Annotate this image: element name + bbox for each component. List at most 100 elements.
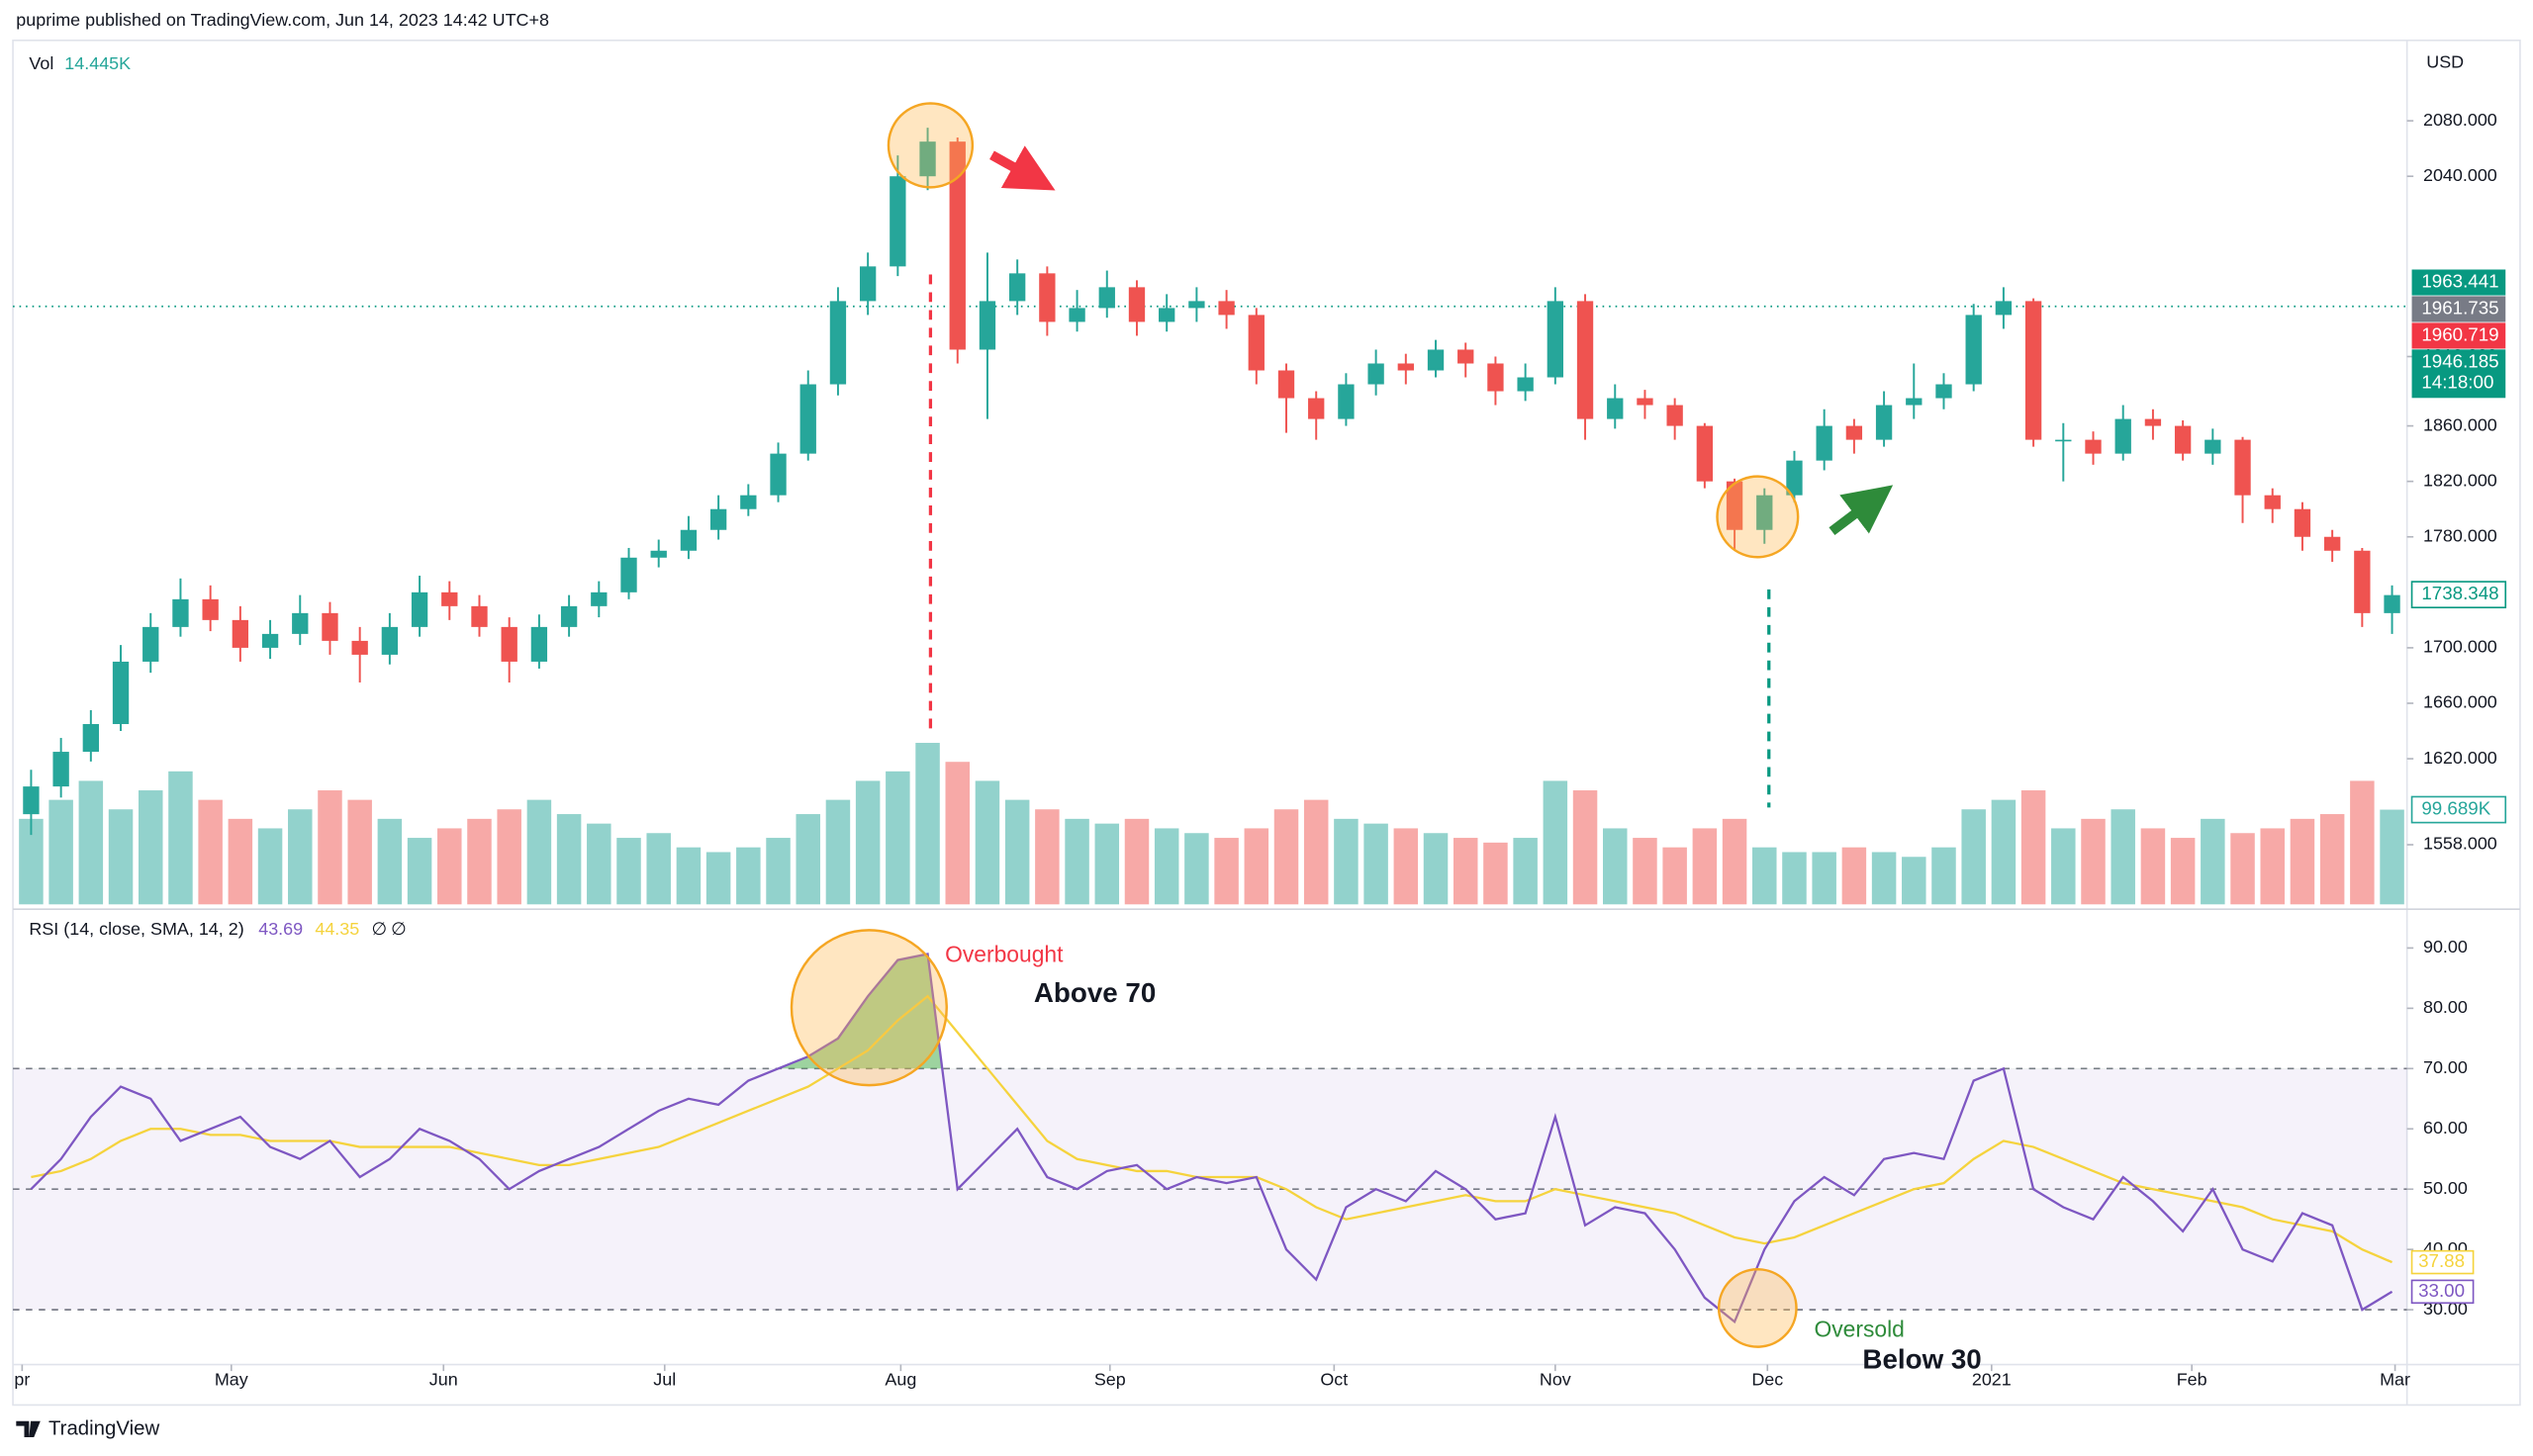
candle-body bbox=[1397, 363, 1414, 371]
candle-body bbox=[530, 626, 548, 662]
candle-body bbox=[501, 626, 517, 662]
x-tick-label: Dec bbox=[1751, 1370, 1783, 1390]
overbought-label: Overbought bbox=[945, 942, 1064, 967]
legend-value: 44.35 bbox=[315, 919, 359, 939]
price-tag-label: 1961.735 bbox=[2421, 297, 2498, 318]
y-tick-label: 1660.000 bbox=[2423, 692, 2497, 712]
volume-bar bbox=[1363, 823, 1388, 905]
volume-bar bbox=[1752, 847, 1777, 905]
y-tick-label: 1700.000 bbox=[2423, 637, 2497, 657]
volume-bar bbox=[78, 780, 104, 905]
volume-bar bbox=[825, 799, 851, 905]
x-tick-label: pr bbox=[14, 1370, 30, 1390]
candle-body bbox=[709, 508, 727, 530]
volume-bar bbox=[2201, 818, 2225, 905]
candle-body bbox=[322, 612, 338, 641]
candle-body bbox=[2024, 301, 2042, 440]
candle-body bbox=[411, 592, 428, 627]
volume-bar bbox=[437, 828, 462, 905]
volume-bar bbox=[1214, 838, 1239, 905]
volume-bar bbox=[975, 780, 1000, 905]
volume-bar bbox=[616, 838, 641, 905]
candle-body bbox=[381, 626, 399, 655]
volume-bar bbox=[1094, 823, 1120, 905]
price-tag-label: 1963.441 bbox=[2421, 271, 2498, 292]
y-tick-label: 1620.000 bbox=[2423, 748, 2497, 768]
volume-bar bbox=[2290, 818, 2315, 905]
volume-bar bbox=[2319, 814, 2345, 905]
candle-body bbox=[2264, 495, 2281, 509]
candle-body bbox=[1666, 405, 1683, 426]
volume-bar bbox=[1334, 818, 1359, 905]
y-tick-label: 70.00 bbox=[2423, 1057, 2468, 1077]
volume-bar bbox=[1065, 818, 1089, 905]
volume-bar bbox=[587, 823, 611, 905]
oversold-circle bbox=[1717, 1268, 1798, 1348]
oversold-label: Oversold bbox=[1814, 1316, 1904, 1341]
x-tick-label: Oct bbox=[1320, 1370, 1348, 1390]
volume-bar bbox=[1841, 847, 1867, 905]
candle-body bbox=[2085, 439, 2102, 454]
volume-bar bbox=[1035, 809, 1060, 905]
candle-body bbox=[1338, 384, 1355, 419]
overbought-area bbox=[778, 954, 943, 1069]
currency: USD bbox=[2426, 51, 2464, 71]
candle-body bbox=[1098, 287, 1115, 309]
volume-bar bbox=[736, 847, 761, 905]
volume-bar bbox=[228, 818, 253, 905]
x-tick-label: May bbox=[215, 1370, 248, 1390]
volume-bar bbox=[2081, 818, 2106, 905]
candle-body bbox=[172, 598, 189, 627]
volume-bar bbox=[1543, 780, 1568, 905]
candle-body bbox=[2205, 439, 2221, 454]
candle-body bbox=[1786, 460, 1803, 496]
volume-bar bbox=[257, 828, 283, 905]
candle-body bbox=[799, 384, 816, 454]
candle-body bbox=[2234, 439, 2251, 496]
volume-bar bbox=[1991, 799, 2017, 905]
candle-body bbox=[2294, 508, 2311, 537]
y-tick-label: 2040.000 bbox=[2423, 165, 2497, 185]
volume-bar bbox=[2260, 828, 2285, 905]
rsi-line bbox=[30, 953, 2393, 1324]
series-tag-label: 37.88 bbox=[2418, 1250, 2465, 1271]
volume-bar bbox=[48, 799, 73, 905]
volume-bar bbox=[1184, 833, 1209, 905]
candle-body bbox=[1039, 273, 1056, 322]
y-tick-label: 2080.000 bbox=[2423, 110, 2497, 130]
x-tick-label: Jul bbox=[653, 1370, 676, 1390]
overbought-circle bbox=[790, 929, 948, 1087]
volume-bar bbox=[1782, 852, 1807, 905]
candle-body bbox=[591, 592, 608, 606]
volume-bar bbox=[2140, 828, 2166, 905]
volume-bar bbox=[2051, 828, 2076, 905]
x-tick-label: Feb bbox=[2177, 1370, 2207, 1390]
y-tick-label: 1780.000 bbox=[2423, 525, 2497, 545]
volume-bar bbox=[1603, 828, 1628, 905]
candle-body bbox=[770, 453, 787, 496]
x-tick-label: 2021 bbox=[1972, 1370, 2012, 1390]
volume-bar bbox=[676, 847, 702, 905]
volume-bar bbox=[1692, 828, 1718, 905]
y-tick-label: 1860.000 bbox=[2423, 414, 2497, 434]
candle-body bbox=[650, 550, 667, 558]
legend-value: ∅ bbox=[391, 919, 407, 939]
volume-bar bbox=[139, 790, 163, 905]
candle-body bbox=[1308, 398, 1325, 419]
peak-circle bbox=[887, 102, 975, 189]
candle-body bbox=[2384, 594, 2400, 613]
candle-body bbox=[2055, 439, 2072, 442]
volume-bar bbox=[2380, 809, 2404, 905]
candle-body bbox=[52, 752, 69, 787]
volume-bar bbox=[1633, 838, 1657, 905]
volume-bar bbox=[1303, 799, 1329, 905]
candle-body bbox=[620, 557, 637, 592]
price-tag-label: 1960.719 bbox=[2421, 323, 2498, 344]
candle-body bbox=[112, 661, 130, 725]
volume-bar bbox=[108, 809, 134, 905]
candle-body bbox=[1607, 398, 1624, 419]
below-label: Below 30 bbox=[1862, 1344, 1981, 1375]
volume-tag-label: 99.689K bbox=[2421, 797, 2490, 818]
volume-bar bbox=[1931, 847, 1956, 905]
candle-body bbox=[949, 141, 966, 350]
